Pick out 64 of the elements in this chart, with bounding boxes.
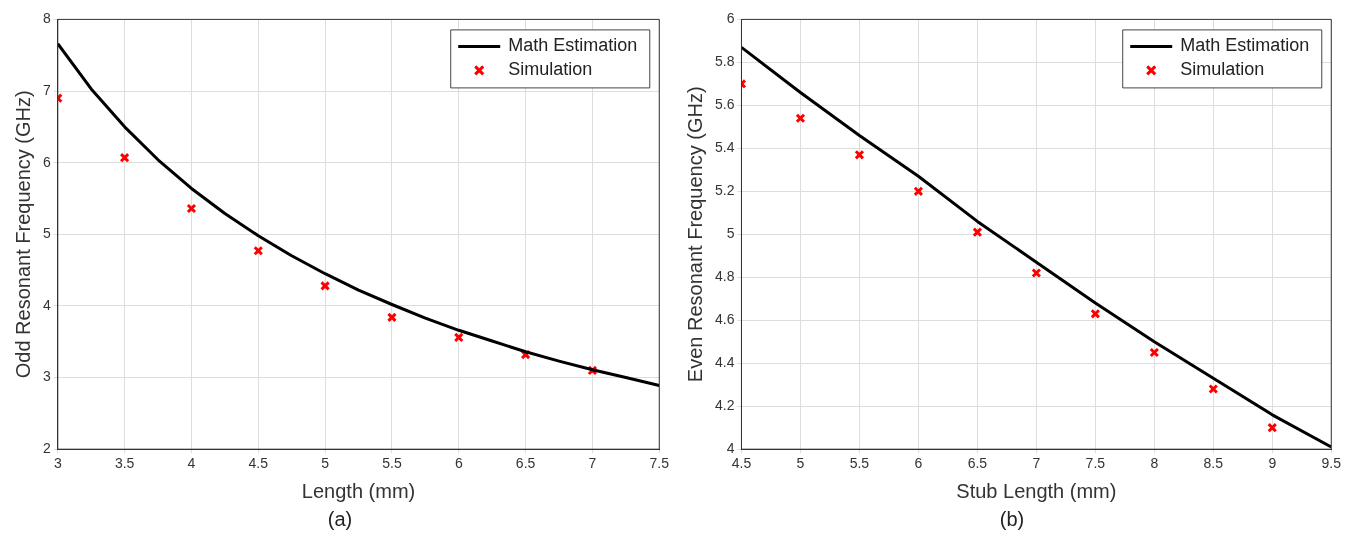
x-tick-label: 5 (321, 455, 330, 472)
point (795, 113, 806, 124)
x-tick-label: 7.5 (1085, 455, 1106, 472)
x-tick-label: 8 (1150, 455, 1159, 472)
x-tick-label: 3 (53, 455, 62, 472)
y-axis-title: Odd Resonant Frequency (GHz) (11, 90, 34, 379)
x-tick-label: 4 (187, 455, 196, 472)
x-tick-label: 3.5 (114, 455, 135, 472)
legend-label: Math Estimation (1180, 35, 1310, 56)
y-tick-label: 4.6 (714, 311, 735, 328)
y-tick-label: 5.6 (714, 96, 735, 113)
x-tick-label: 7 (588, 455, 597, 472)
point (972, 227, 983, 238)
y-tick-label: 5 (726, 225, 735, 242)
y-tick-label: 4.4 (714, 354, 735, 371)
y-tick-label: 4 (726, 440, 735, 457)
x-tick-label: 4.5 (731, 455, 752, 472)
y-tick-label: 4.2 (714, 397, 735, 414)
x-tick-label: 6.5 (515, 455, 536, 472)
point (1090, 308, 1101, 319)
x-axis-title: Stub Length (mm) (956, 479, 1117, 502)
text: (b) (998, 508, 1026, 531)
x-tick-label: 7.5 (649, 455, 670, 472)
y-tick-label: 5.2 (714, 182, 735, 199)
point (913, 186, 924, 197)
point (119, 152, 130, 163)
text: (a) (326, 508, 354, 531)
y-tick-label: 4.8 (714, 268, 735, 285)
point (1149, 347, 1160, 358)
point (1208, 383, 1219, 395)
point (854, 149, 865, 160)
point (253, 245, 264, 256)
point (386, 312, 397, 323)
y-tick-label: 7 (42, 81, 51, 98)
x-tick-label: 9.5 (1321, 455, 1342, 472)
point (453, 332, 464, 343)
y-tick-label: 6 (42, 153, 51, 170)
x-tick-label: 9 (1268, 455, 1277, 472)
y-tick-label: 6 (726, 10, 735, 27)
x-tick-label: 5.5 (382, 455, 402, 472)
y-tick-label: 5.4 (714, 139, 735, 156)
point (186, 203, 197, 214)
x-tick-label: 5 (796, 455, 805, 472)
point (320, 280, 331, 291)
y-tick-label: 5 (42, 225, 51, 242)
x-tick-label: 8.5 (1203, 455, 1224, 472)
y-axis-title: Even Resonant Frequency (GHz) (683, 86, 706, 383)
y-tick-label: 2 (42, 440, 51, 457)
x-tick-label: 6.5 (967, 455, 988, 472)
y-tick-label: 4 (42, 296, 51, 313)
y-tick-label: 8 (42, 10, 51, 27)
legend-label: Math Estimation (508, 35, 638, 56)
x-tick-label: 4.5 (248, 455, 269, 472)
x-tick-label: 5.5 (849, 455, 870, 472)
point (1031, 267, 1042, 279)
x-tick-label: 6 (454, 455, 463, 472)
point (1267, 422, 1278, 433)
x-tick-label: 7 (1032, 455, 1041, 472)
y-tick-label: 3 (42, 368, 51, 385)
x-tick-label: 6 (914, 455, 923, 472)
legend-label: Simulation (508, 59, 593, 80)
y-tick-label: 5.8 (714, 53, 735, 70)
x-axis-title: Length (mm) (301, 479, 416, 502)
legend-label: Simulation (1180, 59, 1265, 80)
